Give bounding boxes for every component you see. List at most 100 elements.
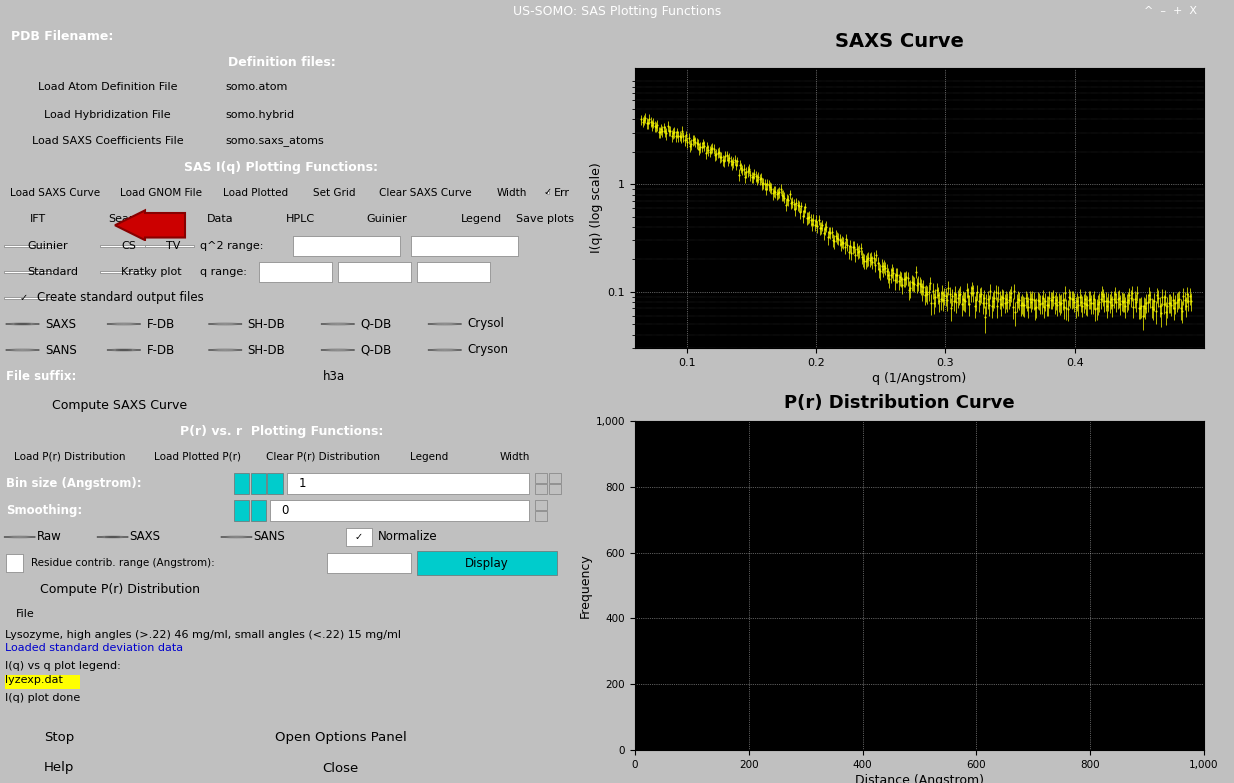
Text: Open Options Panel: Open Options Panel — [275, 731, 406, 745]
Text: I(q) plot done: I(q) plot done — [5, 693, 80, 703]
Text: 1: 1 — [299, 477, 306, 490]
Text: Compute SAXS Curve: Compute SAXS Curve — [52, 399, 188, 412]
Text: Loaded standard deviation data: Loaded standard deviation data — [5, 643, 183, 653]
Text: lyzexp.dat: lyzexp.dat — [5, 675, 63, 685]
Text: Residue contrib. range (Angstrom):: Residue contrib. range (Angstrom): — [31, 558, 215, 568]
Text: SANS: SANS — [253, 531, 285, 543]
Text: Definition files:: Definition files: — [227, 56, 336, 68]
Text: somo.saxs_atoms: somo.saxs_atoms — [226, 136, 325, 146]
Text: P(r) vs. r  Plotting Functions:: P(r) vs. r Plotting Functions: — [180, 424, 384, 438]
Circle shape — [6, 349, 39, 351]
Text: Width: Width — [500, 452, 531, 461]
Bar — [100, 244, 149, 247]
Bar — [547, 191, 549, 194]
Circle shape — [209, 323, 242, 325]
X-axis label: q (1/Angstrom): q (1/Angstrom) — [872, 372, 966, 385]
Text: Load SAXS Curve: Load SAXS Curve — [10, 187, 100, 197]
Circle shape — [221, 536, 252, 538]
Bar — [6, 554, 22, 572]
Bar — [251, 500, 267, 521]
Text: ✓: ✓ — [543, 187, 552, 197]
Text: TV: TV — [167, 241, 180, 251]
Circle shape — [96, 536, 128, 538]
Text: somo.hybrid: somo.hybrid — [226, 110, 295, 120]
Bar — [233, 500, 249, 521]
Text: Save plots: Save plots — [517, 215, 575, 225]
Text: ✓: ✓ — [20, 293, 28, 303]
Text: I(q) vs q plot legend:: I(q) vs q plot legend: — [5, 661, 121, 671]
Bar — [534, 484, 547, 494]
Bar — [144, 244, 194, 247]
Bar — [347, 528, 371, 546]
Text: File: File — [16, 609, 35, 619]
Y-axis label: Frequency: Frequency — [579, 553, 591, 618]
Circle shape — [428, 349, 462, 351]
Text: Load GNOM File: Load GNOM File — [120, 187, 202, 197]
Circle shape — [209, 349, 242, 351]
Circle shape — [6, 323, 39, 325]
Text: Kratky plot: Kratky plot — [121, 267, 181, 277]
Text: US-SOMO: SAS Plotting Functions: US-SOMO: SAS Plotting Functions — [513, 5, 721, 17]
Text: SAS I(q) Plotting Functions:: SAS I(q) Plotting Functions: — [185, 161, 379, 174]
Bar — [417, 551, 558, 575]
Bar — [4, 297, 53, 299]
Text: Load Hybridization File: Load Hybridization File — [44, 110, 170, 120]
Bar — [292, 236, 400, 256]
Text: Load P(r) Distribution: Load P(r) Distribution — [15, 452, 126, 461]
Text: q^2 range:: q^2 range: — [200, 241, 263, 251]
Bar — [288, 473, 529, 494]
Text: PDB Filename:: PDB Filename: — [11, 30, 114, 42]
Bar — [534, 500, 547, 510]
Text: HPLC: HPLC — [285, 215, 315, 225]
Text: h3a: h3a — [322, 370, 344, 384]
Bar — [338, 262, 411, 283]
Text: Crysol: Crysol — [468, 317, 505, 330]
Circle shape — [428, 323, 462, 325]
Text: Load Plotted: Load Plotted — [223, 187, 289, 197]
Text: Lysozyme, high angles (>.22) 46 mg/ml, small angles (<.22) 15 mg/ml: Lysozyme, high angles (>.22) 46 mg/ml, s… — [5, 630, 401, 640]
Bar — [233, 473, 249, 494]
Text: Legend: Legend — [410, 452, 448, 461]
Text: Load SAXS Coefficients File: Load SAXS Coefficients File — [32, 136, 184, 146]
Text: Q-DB: Q-DB — [360, 317, 391, 330]
Y-axis label: I(q) (log scale): I(q) (log scale) — [591, 163, 603, 254]
Bar — [268, 473, 283, 494]
Text: Close: Close — [322, 762, 359, 774]
Text: Err: Err — [554, 187, 570, 197]
Text: SH-DB: SH-DB — [248, 344, 285, 356]
Bar — [5, 675, 80, 689]
Text: Cryson: Cryson — [468, 344, 508, 356]
Text: Search: Search — [109, 215, 147, 225]
Bar — [100, 271, 149, 273]
Text: Data: Data — [206, 215, 233, 225]
FancyArrow shape — [115, 211, 185, 240]
Text: Load Plotted P(r): Load Plotted P(r) — [154, 452, 241, 461]
X-axis label: Distance (Angstrom): Distance (Angstrom) — [855, 774, 983, 783]
Bar — [549, 473, 561, 483]
Text: Clear P(r) Distribution: Clear P(r) Distribution — [267, 452, 380, 461]
Bar — [4, 244, 53, 247]
Text: Normalize: Normalize — [379, 531, 438, 543]
Text: Clear SAXS Curve: Clear SAXS Curve — [379, 187, 471, 197]
Circle shape — [4, 536, 36, 538]
Text: CS: CS — [121, 241, 136, 251]
Circle shape — [321, 349, 354, 351]
Bar — [251, 473, 267, 494]
Circle shape — [107, 323, 141, 325]
Text: SANS: SANS — [44, 344, 77, 356]
Bar — [417, 262, 490, 283]
Text: somo.atom: somo.atom — [226, 82, 288, 92]
Text: ^  –  +  X: ^ – + X — [1144, 6, 1197, 16]
Text: IFT: IFT — [30, 215, 46, 225]
Circle shape — [321, 323, 354, 325]
Text: Load Atom Definition File: Load Atom Definition File — [38, 82, 178, 92]
Bar — [259, 262, 332, 283]
Text: Q-DB: Q-DB — [360, 344, 391, 356]
Text: Stop: Stop — [44, 731, 74, 745]
Text: F-DB: F-DB — [147, 344, 175, 356]
Bar — [327, 553, 411, 573]
Text: Legend: Legend — [460, 215, 501, 225]
Text: File suffix:: File suffix: — [6, 370, 77, 384]
Text: Help: Help — [44, 762, 74, 774]
Text: Create standard output files: Create standard output files — [37, 291, 204, 305]
